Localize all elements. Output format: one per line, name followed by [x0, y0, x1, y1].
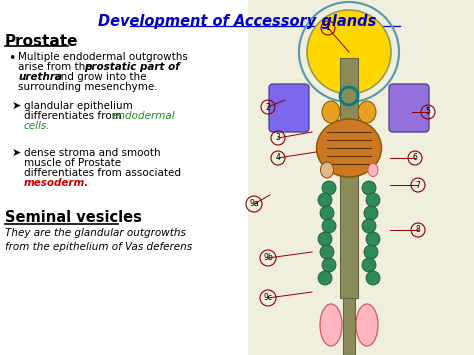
Text: Development of Accessory glands: Development of Accessory glands [98, 14, 376, 29]
Text: differentiates from associated: differentiates from associated [24, 168, 181, 178]
Ellipse shape [320, 304, 342, 346]
Circle shape [362, 219, 376, 233]
Ellipse shape [320, 162, 334, 178]
FancyBboxPatch shape [248, 0, 474, 355]
Text: 3: 3 [275, 133, 281, 142]
Text: urethra: urethra [18, 72, 62, 82]
Text: 4: 4 [275, 153, 281, 163]
Text: 5: 5 [426, 108, 430, 116]
Text: ➤: ➤ [12, 101, 21, 111]
Text: prostatic part of: prostatic part of [84, 62, 180, 72]
Circle shape [318, 232, 332, 246]
Circle shape [364, 245, 378, 259]
Text: endodermal: endodermal [113, 111, 176, 121]
Text: 8: 8 [416, 225, 420, 235]
Ellipse shape [317, 119, 382, 177]
Circle shape [322, 258, 336, 272]
Text: dense stroma and smooth: dense stroma and smooth [24, 148, 161, 158]
FancyBboxPatch shape [343, 298, 355, 355]
Text: Seminal vesicles: Seminal vesicles [5, 210, 142, 225]
Circle shape [366, 271, 380, 285]
Text: 2: 2 [265, 103, 270, 111]
Text: Multiple endodermal outgrowths: Multiple endodermal outgrowths [18, 52, 188, 62]
FancyBboxPatch shape [389, 84, 429, 132]
Circle shape [362, 258, 376, 272]
Circle shape [318, 193, 332, 207]
FancyBboxPatch shape [340, 58, 358, 298]
Text: 9c: 9c [264, 294, 273, 302]
Text: They are the glandular outgrowths
from the epithelium of Vas deferens: They are the glandular outgrowths from t… [5, 228, 192, 252]
Circle shape [366, 232, 380, 246]
Text: glandular epithelium: glandular epithelium [24, 101, 133, 111]
Circle shape [364, 206, 378, 220]
Text: arise from the: arise from the [18, 62, 95, 72]
Text: muscle of Prostate: muscle of Prostate [24, 158, 121, 168]
Text: surrounding mesenchyme.: surrounding mesenchyme. [18, 82, 158, 92]
Circle shape [362, 181, 376, 195]
Ellipse shape [368, 164, 378, 176]
Text: 6: 6 [412, 153, 418, 163]
Text: 7: 7 [416, 180, 420, 190]
Text: mesoderm.: mesoderm. [24, 178, 89, 188]
Circle shape [320, 245, 334, 259]
Circle shape [307, 10, 391, 94]
Circle shape [366, 193, 380, 207]
Text: 9a: 9a [249, 200, 259, 208]
Ellipse shape [356, 304, 378, 346]
Text: and grow into the: and grow into the [51, 72, 146, 82]
Text: Prostate: Prostate [5, 34, 79, 49]
Ellipse shape [322, 101, 340, 123]
Text: •: • [8, 52, 15, 65]
Text: cells.: cells. [24, 121, 51, 131]
Text: 1: 1 [326, 23, 330, 33]
Text: differentiates from: differentiates from [24, 111, 125, 121]
Ellipse shape [358, 101, 376, 123]
Circle shape [320, 206, 334, 220]
Circle shape [322, 219, 336, 233]
FancyBboxPatch shape [269, 84, 309, 132]
Text: 9b: 9b [263, 253, 273, 262]
Circle shape [322, 181, 336, 195]
Text: ➤: ➤ [12, 148, 21, 158]
Circle shape [318, 271, 332, 285]
